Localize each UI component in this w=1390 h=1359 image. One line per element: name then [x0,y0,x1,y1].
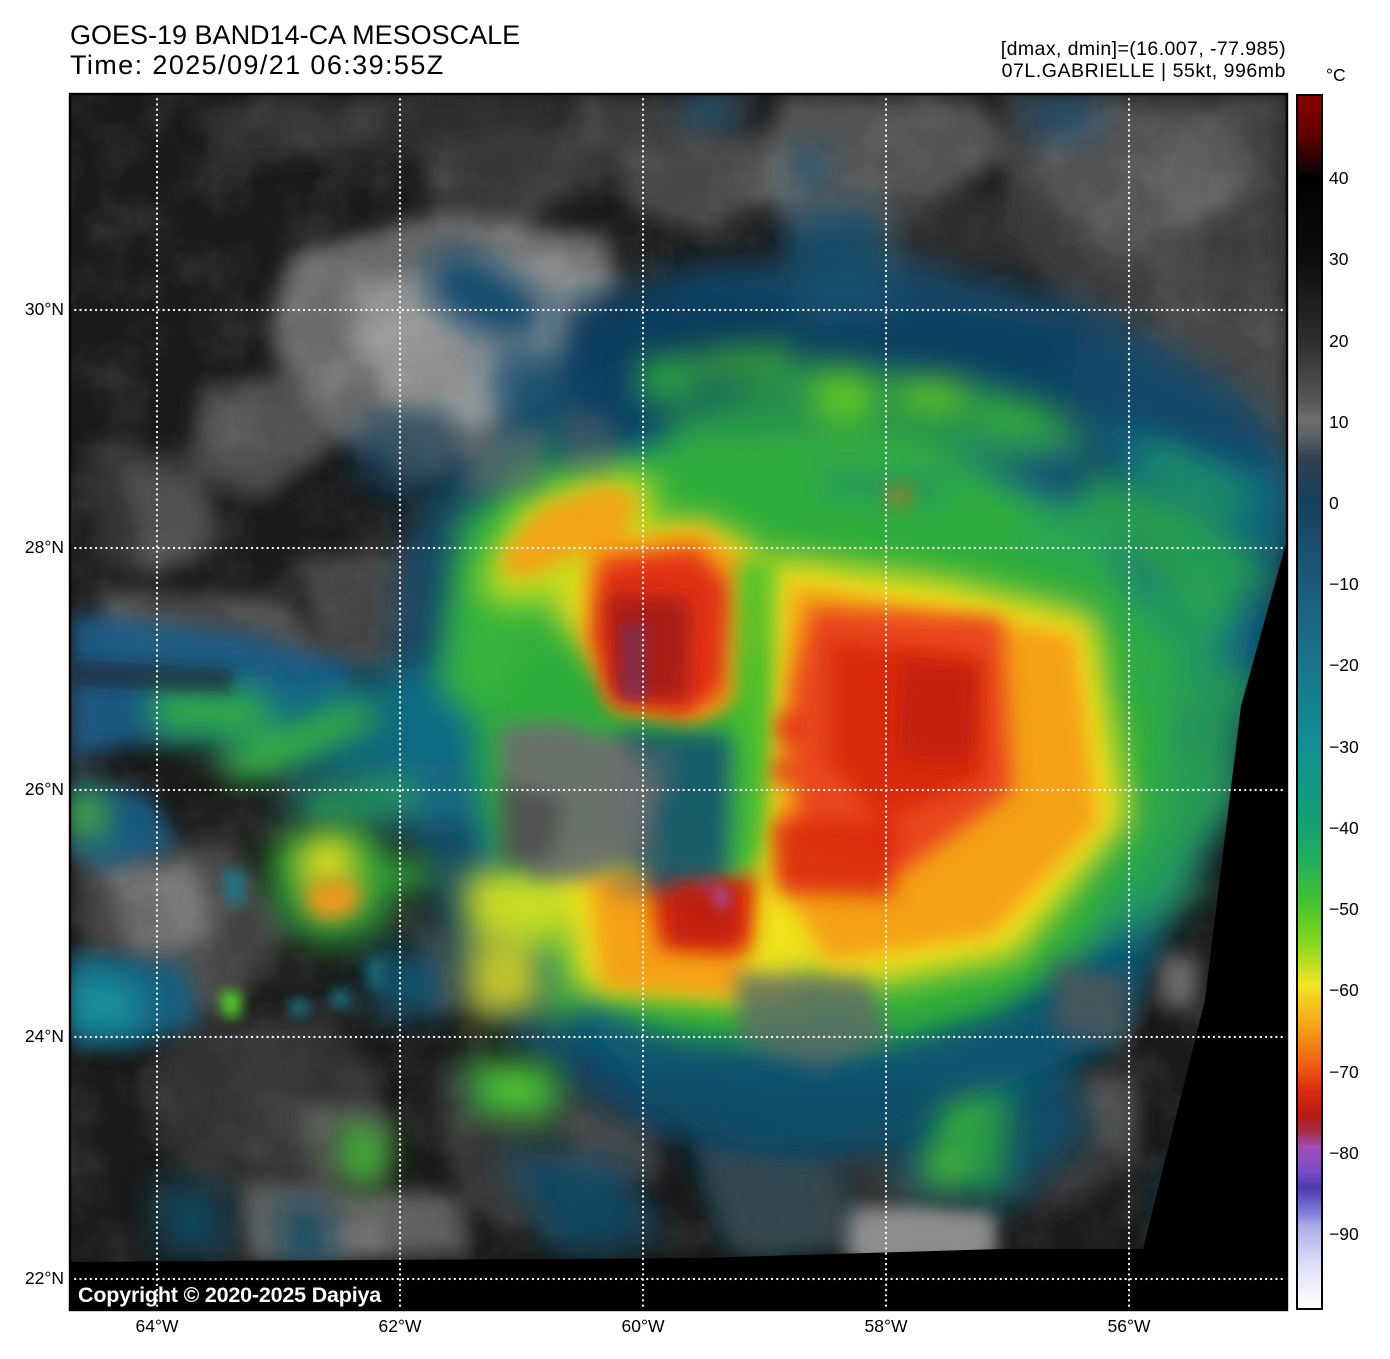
svg-text:−60: −60 [1329,980,1359,1000]
svg-text:64°W: 64°W [136,1316,179,1336]
svg-text:58°W: 58°W [865,1316,908,1336]
svg-text:20: 20 [1329,331,1349,351]
svg-text:−30: −30 [1329,737,1359,757]
svg-text:Copyright © 2020-2025 Dapiya: Copyright © 2020-2025 Dapiya [78,1283,382,1307]
svg-text:62°W: 62°W [379,1316,422,1336]
svg-text:°C: °C [1326,65,1346,85]
svg-text:30: 30 [1329,249,1349,269]
svg-text:−40: −40 [1329,818,1359,838]
svg-text:28°N: 28°N [25,537,64,557]
svg-text:−50: −50 [1329,899,1359,919]
svg-text:22°N: 22°N [25,1268,64,1288]
svg-text:40: 40 [1329,168,1349,188]
svg-text:24°N: 24°N [25,1026,64,1046]
svg-text:10: 10 [1329,412,1349,432]
svg-text:[dmax, dmin]=(16.007, -77.985): [dmax, dmin]=(16.007, -77.985) [1001,38,1286,60]
svg-text:−70: −70 [1329,1062,1359,1082]
svg-text:07L.GABRIELLE | 55kt, 996mb: 07L.GABRIELLE | 55kt, 996mb [1002,60,1286,82]
svg-text:−90: −90 [1329,1224,1359,1244]
svg-text:−20: −20 [1329,655,1359,675]
svg-text:30°N: 30°N [25,299,64,319]
svg-text:60°W: 60°W [622,1316,665,1336]
svg-text:GOES-19 BAND14-CA MESOSCALE: GOES-19 BAND14-CA MESOSCALE [70,20,520,50]
svg-text:26°N: 26°N [25,779,64,799]
svg-text:Time: 2025/09/21 06:39:55Z: Time: 2025/09/21 06:39:55Z [70,50,445,80]
svg-text:0: 0 [1329,493,1339,513]
svg-text:−10: −10 [1329,574,1359,594]
svg-text:−80: −80 [1329,1143,1359,1163]
svg-text:56°W: 56°W [1108,1316,1151,1336]
